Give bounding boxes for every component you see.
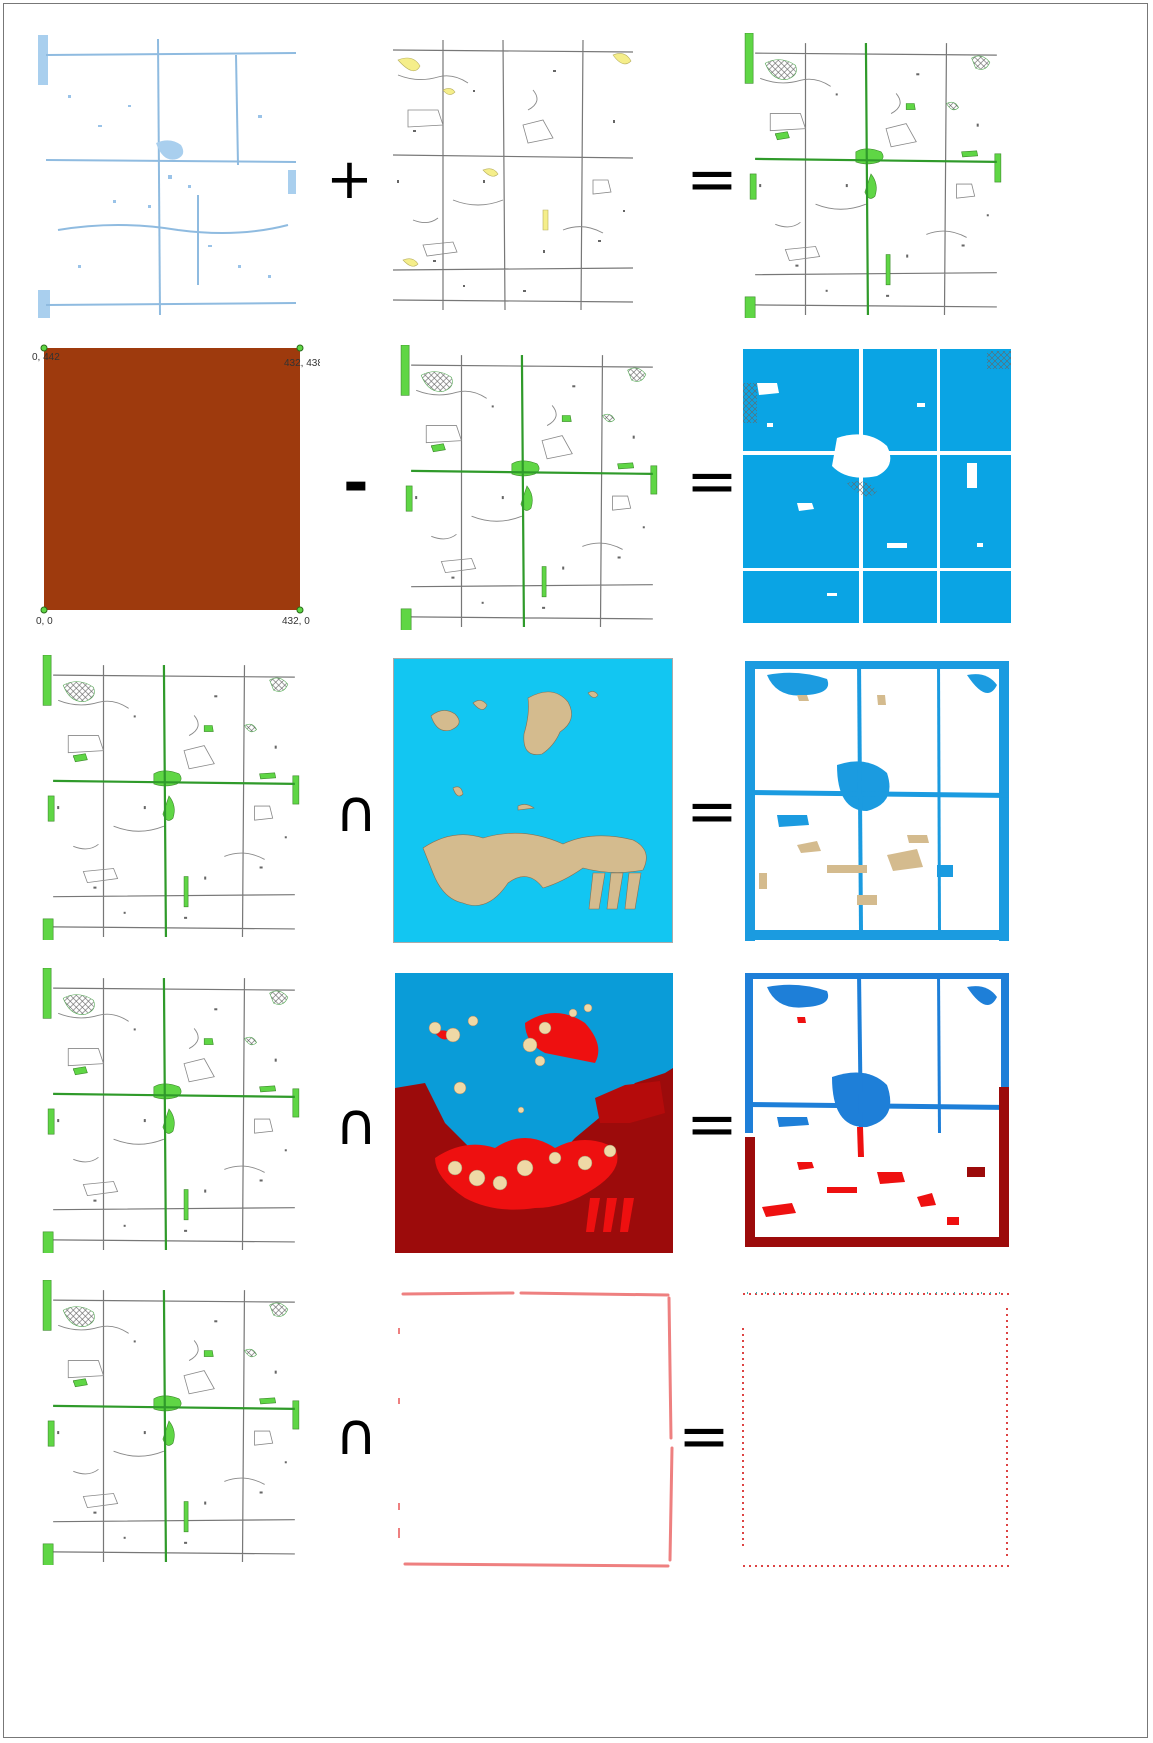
map-wetland-outlines (392, 39, 634, 311)
map-water-features (38, 35, 297, 318)
map-risk-zones (395, 973, 673, 1253)
intersection-operator: ∩ (335, 1400, 378, 1468)
map-union-input (35, 968, 315, 1253)
map-intersection-boundary-result (742, 1292, 1009, 1567)
intersection-operator: ∩ (335, 1090, 378, 1158)
map-boundary-lines (398, 1291, 674, 1568)
extent-label-top-left: 0, 442 (32, 352, 60, 363)
intersection-operator: ∩ (335, 777, 378, 845)
map-union-result (737, 33, 1017, 318)
extent-label-top-right: 432, 438 (284, 358, 320, 369)
equals-sign: = (678, 1399, 730, 1472)
map-intersection-risk-result (745, 973, 1009, 1247)
map-difference-result (743, 349, 1011, 623)
equals-sign: = (686, 774, 738, 847)
map-union-input (35, 655, 315, 940)
equals-sign: = (686, 1087, 738, 1160)
extent-label-bottom-right: 432, 0 (282, 616, 310, 627)
difference-operator: - (343, 446, 369, 519)
extent-label-bottom-left: 0, 0 (36, 616, 53, 627)
map-intersection-zones-result (745, 661, 1009, 941)
equals-sign: = (686, 444, 738, 517)
figure-frame (3, 3, 1148, 1738)
map-union-input (35, 1280, 315, 1565)
union-operator: + (326, 147, 373, 212)
map-union-input (393, 345, 673, 630)
equals-sign: = (686, 142, 738, 215)
extent-rectangle: 0, 442 432, 438 0, 0 432, 0 (32, 344, 320, 627)
map-zones (393, 658, 673, 943)
